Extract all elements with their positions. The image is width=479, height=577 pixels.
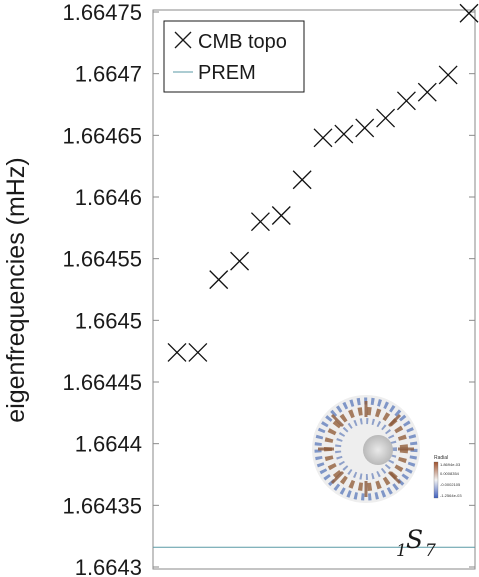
mode-label-subscript: 7 [425, 541, 436, 561]
y-axis: 1.66475 1.6647 1.66465 1.6646 1.66455 1.6645 1… [62, 0, 475, 577]
y-tick-label: 1.6646 [75, 185, 142, 210]
data-point [459, 3, 479, 23]
data-point [376, 108, 396, 128]
data-point [209, 270, 229, 290]
y-tick-label: 1.66465 [62, 123, 142, 148]
cmb-topo-points [167, 3, 479, 362]
data-point [230, 251, 250, 271]
data-point [313, 128, 333, 148]
data-point [334, 124, 354, 144]
data-point [292, 170, 312, 190]
data-point [355, 118, 375, 138]
data-point [167, 342, 187, 362]
data-point [188, 342, 208, 362]
legend-label-cmb-topo: CMB topo [198, 31, 287, 53]
data-point [250, 212, 270, 232]
y-tick-label: 1.6644 [75, 432, 142, 457]
inset-scale-2: -0.0002105 [440, 482, 461, 487]
y-tick-label: 1.66435 [62, 493, 142, 518]
data-point [438, 65, 458, 85]
y-tick-label: 1.6647 [75, 62, 142, 87]
y-tick-label: 1.6643 [75, 555, 142, 577]
inset-colorbar-title: Radial [434, 455, 448, 461]
y-tick-label: 1.6645 [75, 308, 142, 333]
mode-inset-image: Radial 1.8694e-03 0.0008354 -0.0002105 -… [312, 395, 462, 503]
inset-scale-0: 1.8694e-03 [440, 462, 461, 467]
legend-box [163, 20, 305, 93]
plot-area [152, 9, 476, 570]
data-point [396, 91, 416, 111]
y-axis-label: eigenfrequencies (mHz) [2, 157, 30, 422]
mode-label-prefix: 1 [396, 541, 407, 561]
data-point [271, 206, 291, 225]
inset-scale-3: -1.2564e-03 [440, 493, 462, 498]
mode-label: 1 S 7 [396, 525, 436, 561]
y-tick-label: 1.66445 [62, 370, 142, 395]
legend-label-prem: PREM [198, 62, 256, 84]
inset-scale-1: 0.0008354 [440, 471, 460, 476]
legend-marker-cmb-topo [174, 31, 192, 49]
y-tick-label: 1.66475 [62, 0, 142, 25]
y-tick-label: 1.66455 [62, 247, 142, 272]
mode-label-letter: S [406, 525, 423, 554]
data-point [417, 82, 437, 102]
legend: CMB topo PREM [163, 20, 305, 93]
inset-colorbar [433, 461, 439, 499]
